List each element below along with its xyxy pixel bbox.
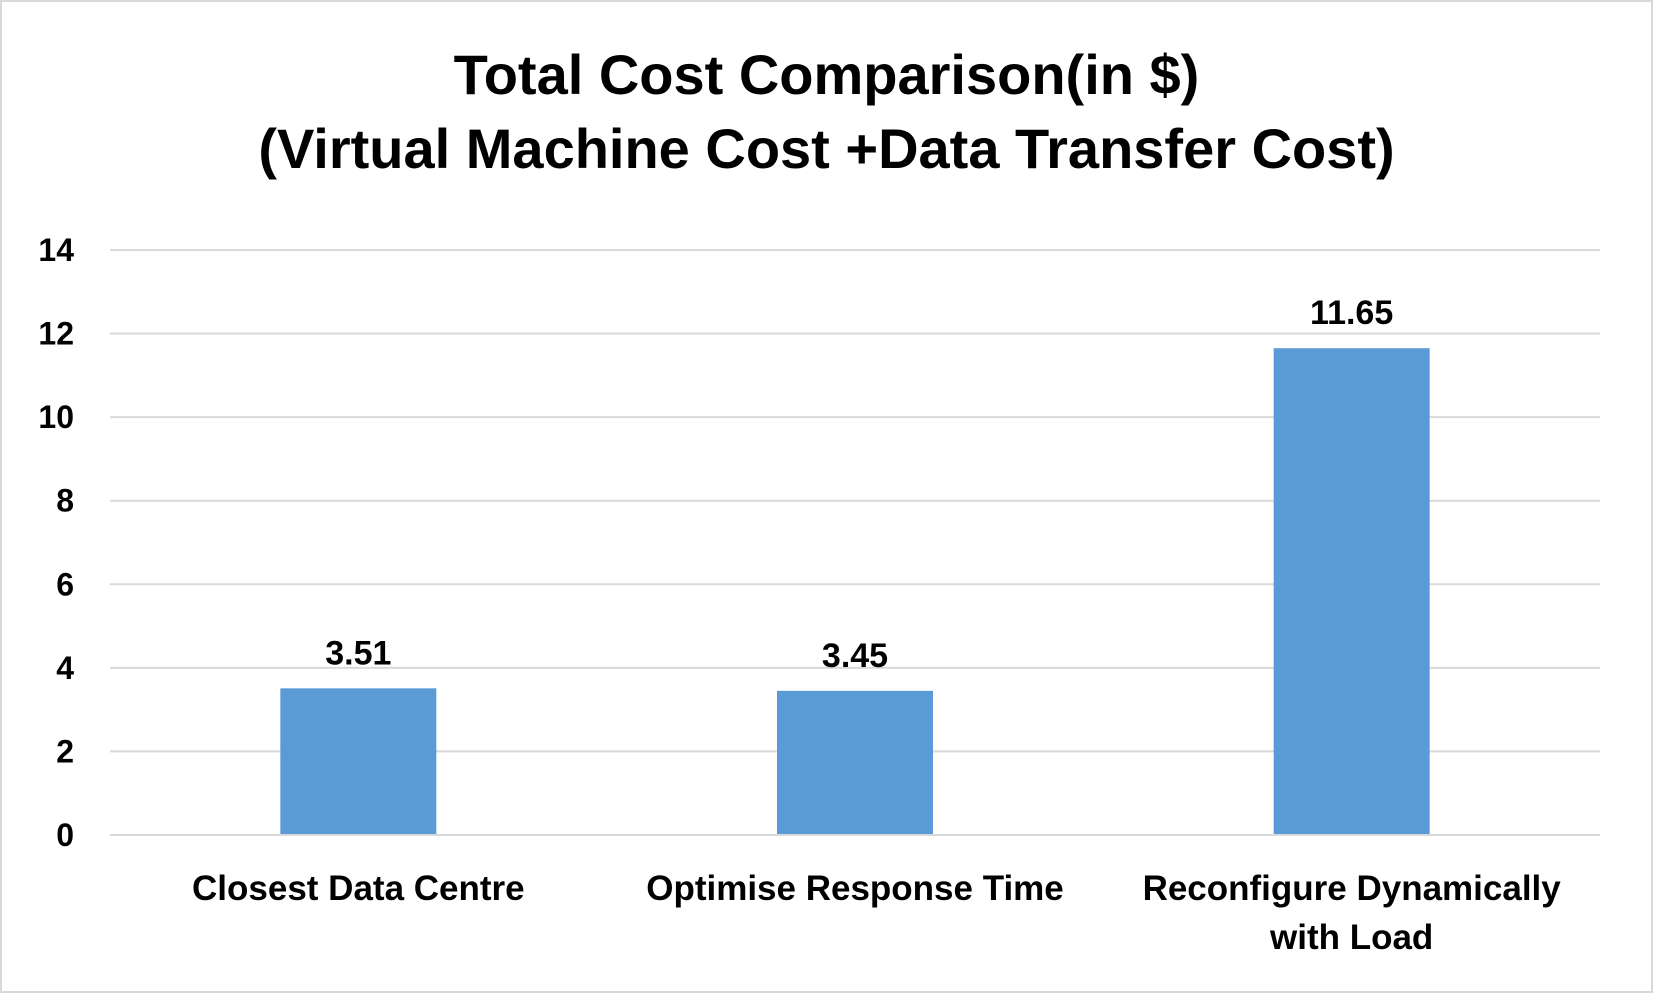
category-label-1: Optimise Response Time [646, 869, 1064, 908]
data-label-1: 3.45 [822, 637, 888, 675]
chart-title-block: Total Cost Comparison(in $) (Virtual Mac… [0, 38, 1653, 186]
y-tick-label-4: 4 [56, 650, 74, 686]
category-label-0: Closest Data Centre [192, 869, 525, 908]
category-label-1-line-0: Optimise Response Time [646, 869, 1064, 908]
y-tick-label-14: 14 [38, 232, 74, 268]
y-tick-label-12: 12 [38, 316, 74, 352]
bars [280, 348, 1430, 835]
category-labels: Closest Data Centre Optimise Response Tim… [192, 869, 1561, 957]
bar-2 [1273, 348, 1430, 835]
chart-title: Total Cost Comparison(in $) [453, 43, 1200, 106]
category-label-2-line-0: Reconfigure Dynamically [1143, 869, 1562, 908]
y-tick-label-2: 2 [56, 733, 74, 769]
y-tick-label-10: 10 [38, 399, 74, 435]
bar-0 [280, 688, 437, 835]
data-label-2: 11.65 [1310, 294, 1393, 332]
bar-1 [777, 690, 933, 835]
category-label-0-line-0: Closest Data Centre [192, 869, 525, 908]
data-labels: 3.51 3.45 11.65 [325, 294, 1393, 675]
chart-subtitle: (Virtual Machine Cost +Data Transfer Cos… [258, 117, 1395, 180]
y-tick-label-0: 0 [56, 817, 74, 853]
y-axis-ticks: 0 2 4 6 8 10 12 14 [38, 232, 74, 853]
data-label-0: 3.51 [325, 634, 391, 672]
category-label-2-line-1: with Load [1269, 918, 1433, 957]
y-tick-label-6: 6 [56, 566, 74, 602]
y-tick-label-8: 8 [56, 483, 74, 519]
category-label-2: Reconfigure Dynamically with Load [1143, 869, 1562, 957]
